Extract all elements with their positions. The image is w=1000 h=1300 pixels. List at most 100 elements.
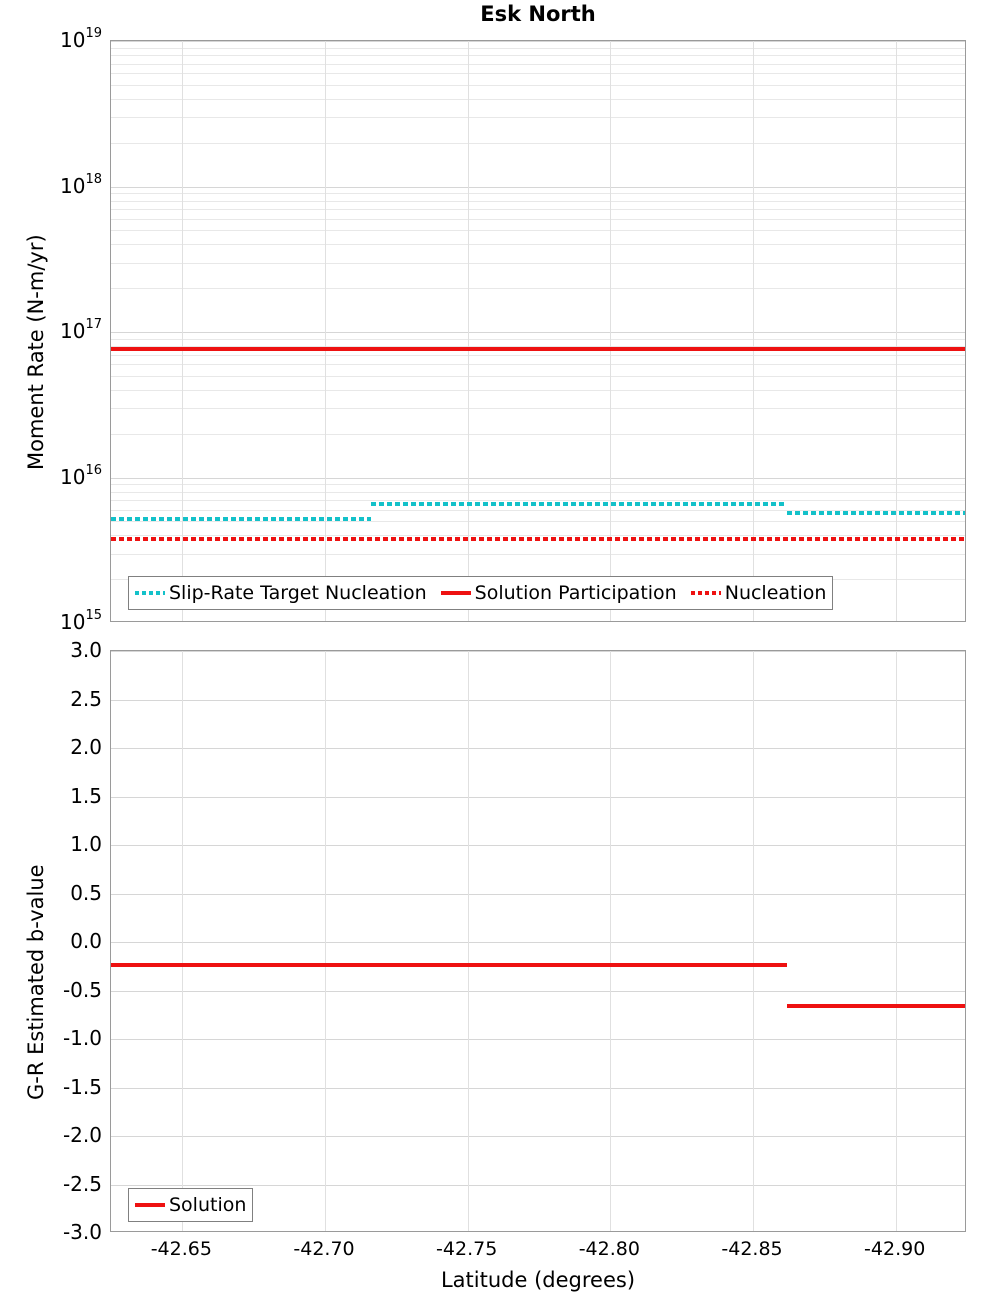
- ytick-label: 2.5: [70, 686, 102, 711]
- series-segment: [111, 516, 371, 521]
- gridline-horizontal: [111, 699, 965, 701]
- ytick-label: 1.0: [70, 832, 102, 856]
- moment-rate-plot-area: [110, 40, 966, 622]
- gridline-horizontal: [111, 477, 965, 479]
- gridline-horizontal: [111, 193, 965, 195]
- ytick-label: 1018: [60, 171, 102, 198]
- figure-title: Esk North: [480, 2, 596, 26]
- gridline-horizontal: [111, 553, 965, 555]
- ytick-label: 1019: [60, 26, 102, 52]
- ytick-label: -0.5: [62, 977, 102, 1002]
- gridline-horizontal: [111, 218, 965, 220]
- gridline-horizontal: [111, 73, 965, 75]
- legend-line-icon: [690, 591, 721, 595]
- gridline-horizontal: [111, 186, 965, 188]
- ytick-label: 1016: [60, 462, 102, 489]
- gridline-horizontal: [111, 389, 965, 391]
- bottom-gridlines: [111, 651, 965, 1231]
- gridline-vertical: [325, 651, 326, 1231]
- top-data-series: [111, 41, 965, 621]
- series-segment: [787, 1004, 965, 1009]
- gridline-vertical: [753, 651, 754, 1231]
- series-segment: [787, 511, 965, 516]
- legend-label: Solution: [169, 1194, 247, 1216]
- gridline-horizontal: [111, 408, 965, 410]
- gridline-horizontal: [111, 63, 965, 65]
- b-value-plot-area: [110, 650, 966, 1232]
- gridline-horizontal: [111, 354, 965, 356]
- gridline-vertical: [895, 41, 897, 621]
- legend-entry[interactable]: Solution Participation: [440, 582, 677, 604]
- gridline-horizontal: [111, 1039, 965, 1040]
- gridline-horizontal: [111, 142, 965, 144]
- xtick-label: -42.75: [436, 1238, 498, 1260]
- series-segment: [111, 536, 965, 541]
- xtick-label: -42.65: [150, 1238, 212, 1260]
- gridline-vertical: [182, 41, 184, 621]
- ytick-label: 2.0: [70, 735, 102, 759]
- gridline-horizontal: [111, 491, 965, 493]
- legend-entry[interactable]: Slip-Rate Target Nucleation: [135, 582, 427, 604]
- ytick-label: 1015: [60, 608, 102, 634]
- gridline-horizontal: [111, 651, 965, 652]
- gridline-horizontal: [111, 55, 965, 57]
- gridline-horizontal: [111, 433, 965, 435]
- ytick-label: -2.5: [62, 1171, 102, 1196]
- legend-line-icon: [135, 591, 165, 595]
- gridline-vertical: [610, 651, 612, 1231]
- xtick-label: -42.90: [864, 1238, 926, 1260]
- series-segment: [370, 501, 788, 506]
- xtick-label: -42.85: [721, 1238, 783, 1260]
- gridline-horizontal: [111, 509, 965, 511]
- ytick-label: 0.5: [70, 880, 102, 905]
- gridline-vertical: [182, 651, 184, 1231]
- gridline-horizontal: [111, 500, 965, 502]
- legend-entry[interactable]: Solution: [135, 1194, 246, 1216]
- legend-entry[interactable]: Nucleation: [690, 582, 826, 604]
- gridline-horizontal: [111, 1087, 965, 1089]
- series-segment: [111, 963, 788, 968]
- gridline-horizontal: [111, 262, 965, 264]
- ytick-label: -1.0: [62, 1026, 102, 1050]
- x-axis-label: Latitude (degrees): [440, 1268, 636, 1292]
- legend-line-icon: [135, 1203, 165, 1207]
- gridline-horizontal: [111, 893, 965, 895]
- gridline-horizontal: [111, 41, 965, 42]
- gridline-horizontal: [111, 338, 965, 340]
- legend-label: Solution Participation: [474, 582, 677, 604]
- gridline-horizontal: [111, 200, 965, 202]
- gridline-horizontal: [111, 230, 965, 232]
- gridline-horizontal: [111, 332, 965, 333]
- gridline-horizontal: [111, 346, 965, 348]
- gridline-horizontal: [111, 1184, 965, 1186]
- gridline-horizontal: [111, 796, 965, 798]
- bottom-ytick-labels: 3.0 2.5 2.0 1.5 1.0 0.5 0.0 -0.5 -1.0 -1.5 -2.0 -2.…: [2, 638, 102, 1244]
- gridline-vertical: [467, 651, 469, 1231]
- gridline-vertical: [467, 41, 469, 621]
- legend-label: Slip-Rate Target Nucleation: [169, 582, 427, 604]
- gridline-horizontal: [111, 98, 965, 100]
- gridline-horizontal: [111, 117, 965, 119]
- gridline-horizontal: [111, 748, 965, 749]
- ytick-label: -1.5: [62, 1074, 102, 1099]
- gridline-vertical: [753, 41, 754, 621]
- gridline-vertical: [895, 651, 897, 1231]
- series-segment: [111, 347, 965, 352]
- gridline-horizontal: [111, 47, 965, 49]
- gridline-horizontal: [111, 845, 965, 846]
- xtick-label: -42.70: [293, 1238, 355, 1260]
- top-ytick-labels: 1019 1018 1017 1016 1015: [2, 26, 102, 634]
- ytick-label: -3.0: [62, 1220, 102, 1244]
- gridline-horizontal: [111, 288, 965, 290]
- ytick-label: 3.0: [70, 638, 102, 662]
- gridline-horizontal: [111, 535, 965, 537]
- gridline-horizontal: [111, 484, 965, 486]
- gridline-horizontal: [111, 84, 965, 86]
- xtick-label: -42.80: [578, 1238, 640, 1260]
- gridline-horizontal: [111, 244, 965, 246]
- gridline-vertical: [610, 41, 612, 621]
- gridline-horizontal: [111, 990, 965, 992]
- gridline-horizontal: [111, 209, 965, 211]
- bottom-data-series: [111, 651, 965, 1231]
